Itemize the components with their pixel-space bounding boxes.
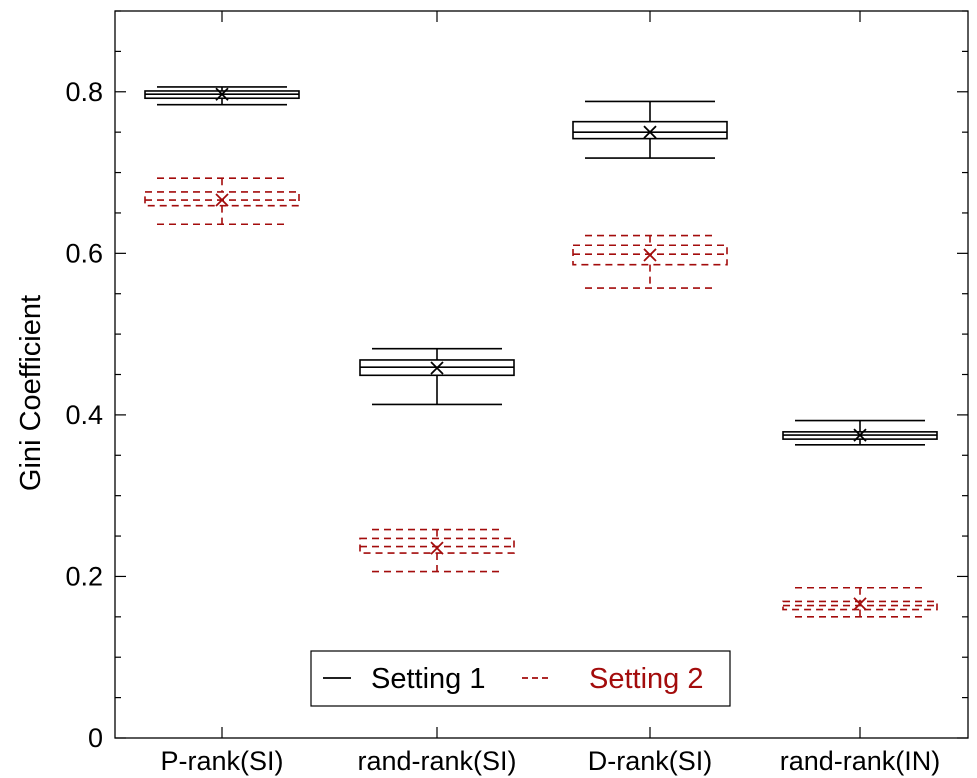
y-axis: 0 0.2 0.4 0.6 0.8 [65,10,968,753]
x-tick-label: rand-rank(SI) [357,746,516,776]
mean-marker [643,125,657,139]
mean-marker [215,87,229,101]
box-iqr [782,600,938,611]
box-iqr [572,120,728,140]
plot-area [114,10,969,739]
y-tick-label: 0.6 [65,238,103,268]
legend-label-2: Setting 2 [589,663,703,695]
mean-marker [643,248,657,262]
x-tick-label: D-rank(SI) [588,746,713,776]
mean-marker [215,193,229,207]
box-series [144,86,938,618]
plot-border [114,10,969,739]
box [782,586,938,618]
box-iqr [572,244,728,266]
box [359,528,515,573]
box [572,234,728,289]
mean-marker [853,597,867,611]
x-axis: P-rank(SI) rand-rank(SI) D-rank(SI) rand-ra… [160,11,940,776]
series-1 [144,86,938,446]
box [782,419,938,446]
legend-box [310,650,731,707]
y-axis-title: Gini Coefficient [15,295,47,491]
box-iqr [359,537,515,554]
series-2 [144,177,938,618]
legend-label-1: Setting 1 [371,663,485,695]
box [359,347,515,406]
x-tick-label: rand-rank(IN) [780,746,941,776]
mean-marker [853,428,867,442]
mean-marker [430,361,444,375]
legend: Setting 1 Setting 2 [310,650,731,707]
box [572,100,728,159]
box-iqr [144,191,300,207]
x-tick-label: P-rank(SI) [160,746,283,776]
mean-marker [430,541,444,555]
y-tick-label: 0.2 [65,561,103,591]
box [144,86,300,106]
box [144,177,300,226]
y-tick-label: 0 [88,723,103,753]
y-tick-label: 0.8 [65,77,103,107]
y-tick-label: 0.4 [65,400,103,430]
